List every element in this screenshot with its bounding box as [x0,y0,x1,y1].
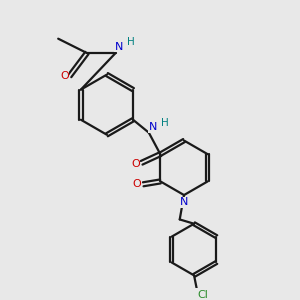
Text: O: O [133,179,141,189]
Text: O: O [60,71,69,81]
Text: N: N [149,122,157,133]
Text: H: H [161,118,169,128]
Text: H: H [127,37,134,47]
Text: Cl: Cl [198,290,209,300]
Text: N: N [180,197,188,207]
Text: N: N [115,42,123,52]
Text: O: O [131,159,140,169]
